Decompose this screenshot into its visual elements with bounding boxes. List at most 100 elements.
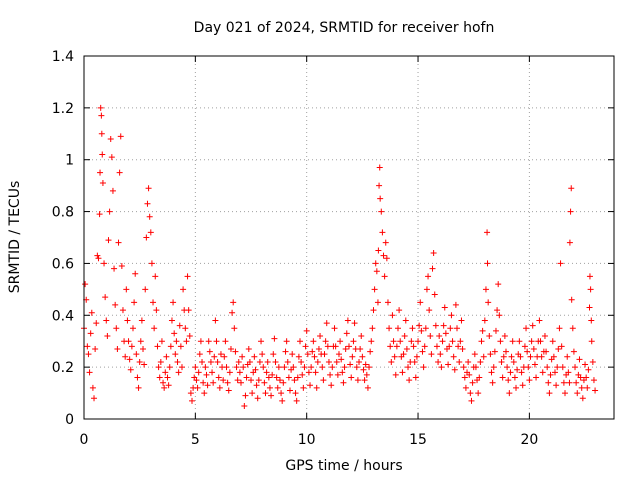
data-point [379,229,386,236]
data-point [586,273,593,280]
data-point [88,309,95,316]
data-point [203,371,210,378]
data-point [126,356,133,363]
data-point [270,351,277,358]
data-point [317,333,324,340]
data-point [501,333,508,340]
data-point [456,358,463,365]
data-point [359,353,366,360]
data-point [95,255,102,262]
data-point [207,358,214,365]
data-point [103,317,110,324]
data-point [123,286,130,293]
data-point [89,384,96,391]
data-point [402,317,409,324]
data-point [394,325,401,332]
data-point [372,260,379,267]
data-point [291,377,298,384]
data-point [554,364,561,371]
data-point [363,371,370,378]
data-point [386,325,393,332]
data-point [498,358,505,365]
data-point [370,307,377,314]
data-point [553,382,560,389]
data-point [127,366,134,373]
data-point [201,390,208,397]
data-point [502,348,509,355]
data-point [263,369,270,376]
data-point [205,338,212,345]
data-point [339,369,346,376]
data-point [129,325,136,332]
data-point [335,351,342,358]
data-point [531,361,538,368]
data-point [354,377,361,384]
data-point [308,364,315,371]
data-point [196,351,203,358]
data-point [570,348,577,355]
data-point [587,286,594,293]
data-point [309,348,316,355]
data-point [137,338,144,345]
data-point [485,299,492,306]
data-point [122,353,129,360]
data-point [131,299,138,306]
data-point [104,333,111,340]
y-tick-label: 1.2 [52,101,74,117]
x-tick-label: 15 [409,432,427,448]
data-point [442,330,449,337]
data-point [557,260,564,267]
data-point [584,384,591,391]
data-point [573,379,580,386]
data-point [516,338,523,345]
x-tick-label: 20 [520,432,538,448]
data-point [239,353,246,360]
data-point [423,286,430,293]
data-point [108,154,115,161]
data-point [556,325,563,332]
data-point [230,299,237,306]
data-point [259,351,266,358]
data-point [378,208,385,215]
data-point [382,239,389,246]
data-point [172,351,179,358]
data-point [153,307,160,314]
data-point [297,338,304,345]
data-point [529,322,536,329]
data-point [105,237,112,244]
data-point [157,358,164,365]
data-point [197,338,204,345]
data-point [376,164,383,171]
data-point [211,353,218,360]
data-point [346,343,352,350]
data-point [165,382,172,389]
data-point [174,358,181,365]
data-point [506,390,513,397]
data-point [586,304,593,311]
data-point [579,395,586,402]
data-point [472,364,479,371]
data-point [156,374,163,381]
data-point [186,333,193,340]
data-point [133,351,140,358]
data-point [209,369,216,376]
data-point [234,377,241,384]
data-point [340,379,347,386]
data-point [252,366,259,373]
data-point [268,392,275,399]
data-point [592,387,599,394]
data-point [438,364,445,371]
data-point [342,345,349,352]
data-point [240,364,247,371]
data-point [481,317,488,324]
data-point [215,374,222,381]
data-point [496,312,503,319]
data-point [376,182,383,189]
data-point [300,384,307,391]
data-point [409,325,416,332]
data-point [588,338,595,345]
data-point [213,338,220,345]
x-tick-label: 0 [80,432,89,448]
data-point [132,270,139,277]
data-point [583,374,590,381]
